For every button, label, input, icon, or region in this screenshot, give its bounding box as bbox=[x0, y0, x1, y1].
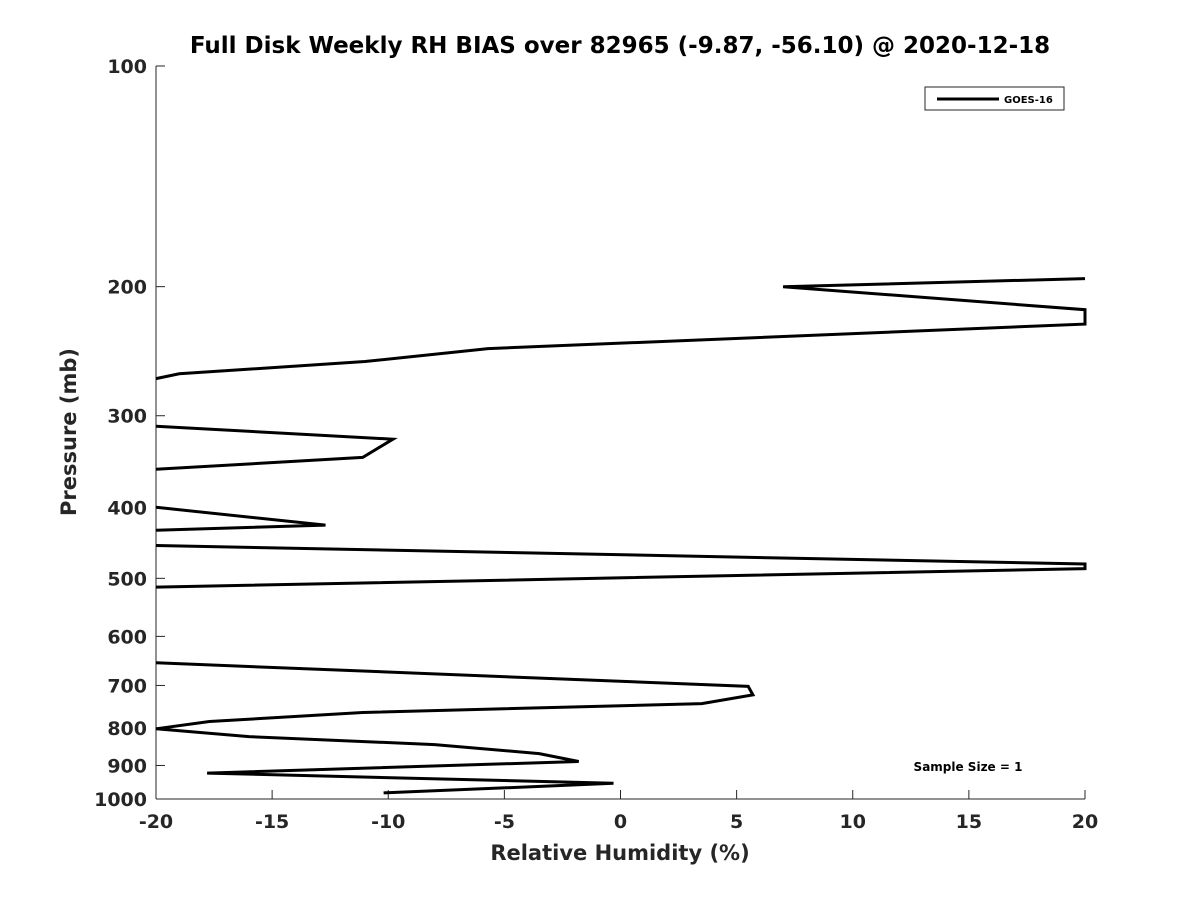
x-tick-label: 10 bbox=[840, 811, 866, 833]
x-tick-label: -20 bbox=[139, 811, 173, 833]
y-tick-label: 200 bbox=[107, 277, 147, 299]
series-layer bbox=[155, 277, 1087, 795]
x-axis-ticks: -20 -15 -10 -5 0 5 10 15 20 bbox=[139, 790, 1098, 833]
series-line-goes-16 bbox=[155, 277, 1087, 381]
x-tick-label: -15 bbox=[255, 811, 289, 833]
series-line-goes-16 bbox=[155, 661, 756, 795]
y-tick-label: 500 bbox=[107, 568, 147, 590]
x-axis-label: Relative Humidity (%) bbox=[490, 841, 749, 865]
y-axis-label: Pressure (mb) bbox=[57, 348, 81, 516]
x-tick-label: -5 bbox=[494, 811, 515, 833]
series-line-goes-16 bbox=[155, 505, 326, 532]
y-tick-label: 1000 bbox=[94, 789, 147, 811]
y-tick-label: 800 bbox=[107, 718, 147, 740]
y-axis-ticks: 100 200 300 400 500 600 700 800 900 1000 bbox=[94, 56, 165, 811]
sample-size-annotation: Sample Size = 1 bbox=[914, 760, 1023, 774]
y-tick-label: 900 bbox=[107, 755, 147, 777]
y-tick-label: 400 bbox=[107, 497, 147, 519]
series-line-goes-16 bbox=[155, 544, 1087, 589]
x-tick-label: 5 bbox=[730, 811, 743, 833]
chart-title: Full Disk Weekly RH BIAS over 82965 (-9.… bbox=[190, 33, 1050, 59]
legend: GOES-16 bbox=[924, 86, 1065, 111]
plot-area: -20 -15 -10 -5 0 5 10 15 20 100 200 300 400 500 600 70… bbox=[94, 56, 1098, 833]
y-tick-label: 300 bbox=[107, 406, 147, 428]
x-tick-label: 0 bbox=[614, 811, 627, 833]
y-tick-label: 600 bbox=[107, 626, 147, 648]
x-tick-label: 15 bbox=[956, 811, 982, 833]
legend-label-goes-16: GOES-16 bbox=[1004, 95, 1053, 106]
y-tick-label: 700 bbox=[107, 675, 147, 697]
x-tick-label: -10 bbox=[371, 811, 405, 833]
y-tick-label: 100 bbox=[107, 56, 147, 78]
series-line-goes-16 bbox=[155, 424, 398, 471]
x-tick-label: 20 bbox=[1072, 811, 1098, 833]
